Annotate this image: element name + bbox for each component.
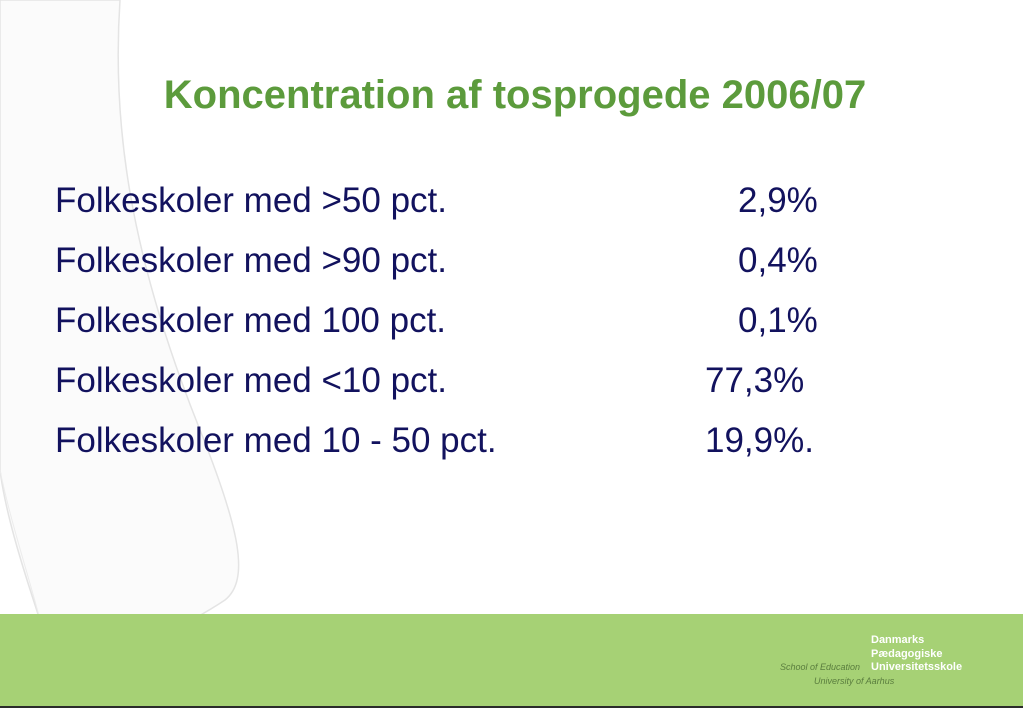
list-item: Folkeskoler med >50 pct. 2,9% <box>55 172 875 232</box>
list-item: Folkeskoler med >90 pct. 0,4% <box>55 232 875 292</box>
logo-subtitle: School of Education <box>780 662 861 672</box>
row-label: Folkeskoler med 10 - 50 pct. <box>55 421 497 460</box>
logo-university: University of Aarhus <box>814 676 895 686</box>
row-value: 2,9% <box>738 181 818 220</box>
slide-title: Koncentration af tosprogede 2006/07 <box>163 73 867 117</box>
row-value: 19,9%. <box>705 421 814 460</box>
row-label: Folkeskoler med >50 pct. <box>55 181 447 220</box>
row-value: 77,3% <box>705 361 805 400</box>
statistics-list: Folkeskoler med >50 pct. 2,9% Folkeskole… <box>55 172 875 472</box>
row-value: 0,4% <box>738 241 818 280</box>
list-item: Folkeskoler med 100 pct. 0,1% <box>55 292 875 352</box>
footer-band <box>0 614 1023 708</box>
bottom-border-line <box>0 706 1023 708</box>
logo-name: Danmarks Pædagogiske Universitetsskole <box>871 634 963 673</box>
row-value: 0,1% <box>738 301 818 340</box>
row-label: Folkeskoler med 100 pct. <box>55 301 447 340</box>
university-logo: Danmarks Pædagogiske Universitetsskole S… <box>780 634 1010 692</box>
list-item: Folkeskoler med <10 pct. 77,3% <box>55 352 875 412</box>
row-label: Folkeskoler med >90 pct. <box>55 241 447 280</box>
list-item: Folkeskoler med 10 - 50 pct. 19,9%. <box>55 412 875 472</box>
row-label: Folkeskoler med <10 pct. <box>55 361 447 400</box>
